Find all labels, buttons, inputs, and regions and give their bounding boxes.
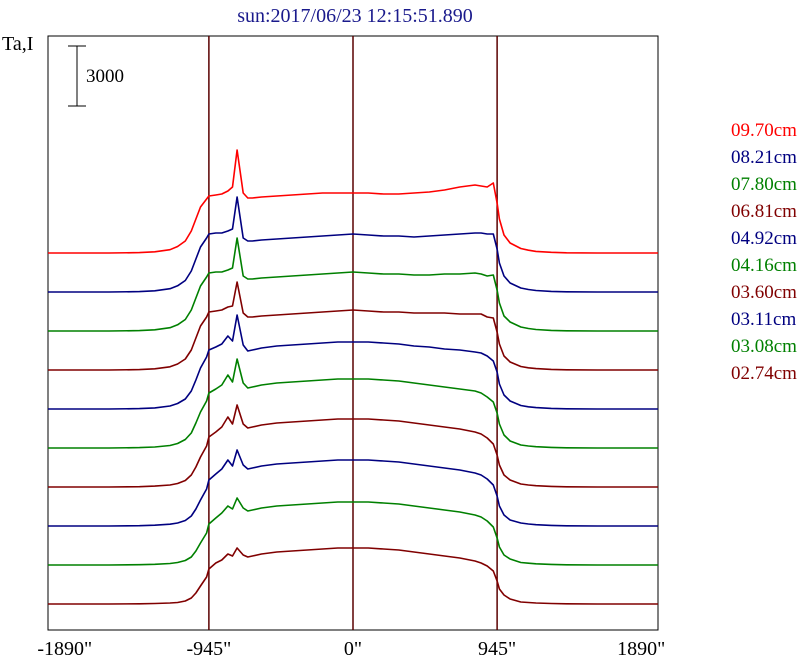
x-tick-label-2: 0" [344, 638, 362, 660]
x-tick-label-1: -945" [186, 638, 231, 660]
series-line-04.92cm [48, 314, 658, 410]
legend-label-02.74cm: 02.74cm [731, 363, 797, 384]
legend-label-03.60cm: 03.60cm [731, 282, 797, 303]
legend-label-06.81cm: 06.81cm [731, 201, 797, 222]
series-group [48, 149, 658, 605]
x-tick-label-3: 945" [478, 638, 516, 660]
legend-label-04.92cm: 04.92cm [731, 228, 797, 249]
series-line-07.80cm [48, 237, 658, 332]
legend-label-03.11cm: 03.11cm [731, 309, 796, 330]
scale-bar [68, 45, 86, 107]
series-line-08.21cm [48, 196, 658, 293]
x-tick-label-0: -1890" [37, 638, 92, 660]
legend-label-08.21cm: 08.21cm [731, 147, 797, 168]
scale-bar-label: 3000 [86, 66, 124, 87]
series-line-06.81cm [48, 281, 658, 371]
legend-label-03.08cm: 03.08cm [731, 336, 797, 357]
series-line-02.74cm [48, 547, 658, 605]
legend-label-07.80cm: 07.80cm [731, 174, 797, 195]
legend-label-09.70cm: 09.70cm [731, 120, 797, 141]
series-line-03.08cm [48, 497, 658, 566]
x-tick-label-4: 1890" [617, 638, 665, 660]
y-axis-label: Ta,I [2, 33, 33, 55]
reference-lines [208, 36, 498, 630]
series-line-04.16cm [48, 358, 658, 449]
chart-title: sun:2017/06/23 12:15:51.890 [237, 5, 473, 27]
series-line-03.11cm [48, 449, 658, 527]
x-axis-ticks: -1890" -945" 0" 945" 1890" [37, 638, 665, 660]
series-line-03.60cm [48, 404, 658, 488]
series-line-09.70cm [48, 149, 658, 254]
legend-label-04.16cm: 04.16cm [731, 255, 797, 276]
legend: 09.70cm 08.21cm 07.80cm 06.81cm 04.92cm 04.16… [731, 120, 797, 384]
